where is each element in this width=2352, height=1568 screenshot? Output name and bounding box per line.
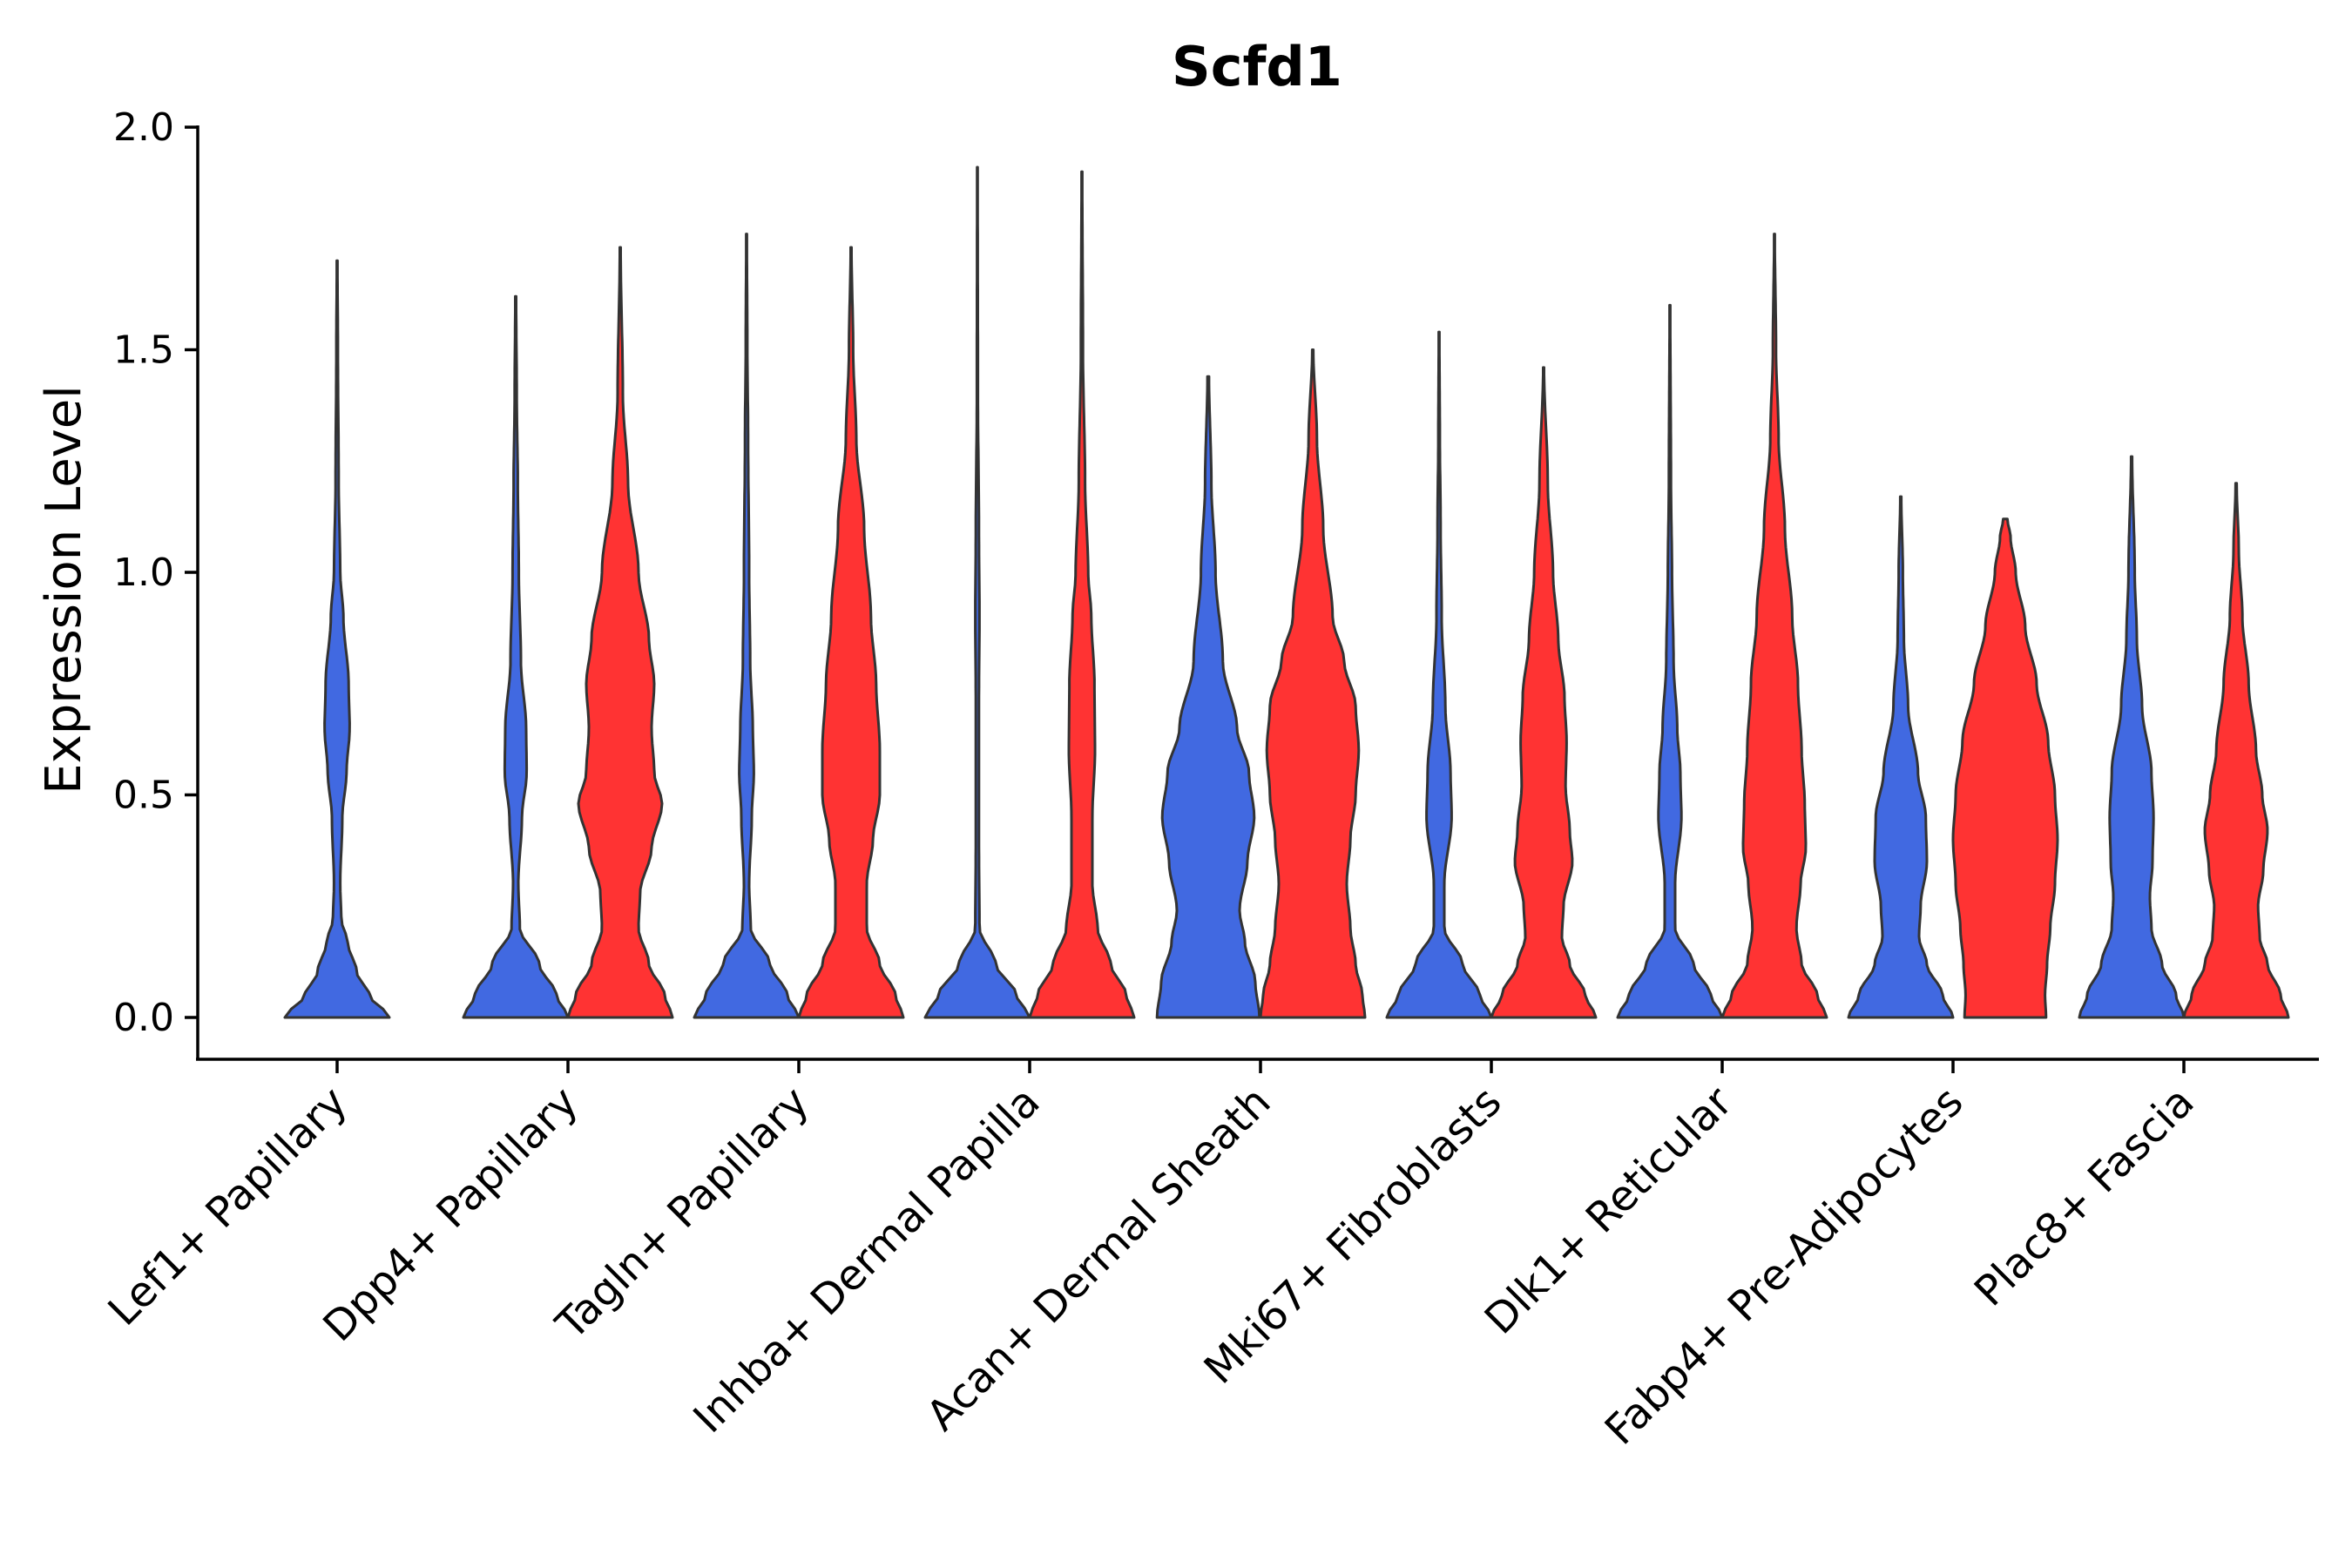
y-ticks: 0.0 0.5 1.0 1.5 2.0 [113, 105, 198, 1040]
y-axis-label: Expression Level [36, 385, 92, 794]
violin-group [283, 166, 2290, 1019]
violin-group1-3 [923, 166, 1031, 1019]
x-tick-label: Dpp4+ Papillary [314, 1078, 587, 1351]
x-tick-label: Lef1+ Papillary [99, 1078, 357, 1335]
violin-group2-3 [1028, 170, 1136, 1019]
x-tick-label: Tagln+ Papillary [546, 1078, 818, 1349]
violin-group2-4 [1259, 348, 1367, 1019]
x-tick-label: Plac8+ Fascia [1965, 1078, 2204, 1316]
y-tick-label: 1.5 [113, 328, 174, 373]
violin-group1-6 [1616, 303, 1724, 1019]
violin-group2-8 [2182, 482, 2290, 1019]
chart-title: Scfd1 [1172, 35, 1342, 98]
y-tick-label: 0.5 [113, 774, 174, 818]
x-tick-label: Dlk1+ Reticular [1476, 1078, 1742, 1344]
violin-group1-2 [693, 233, 801, 1019]
y-tick-label: 2.0 [113, 105, 174, 150]
violin-group1-5 [1385, 330, 1493, 1019]
violin-group1-4 [1155, 375, 1261, 1019]
violin-group2-5 [1490, 366, 1598, 1019]
y-tick-label: 1.0 [113, 551, 174, 595]
violin-group2-1 [566, 246, 674, 1019]
violin-group1-1 [462, 294, 570, 1019]
violin-group1-0 [283, 259, 391, 1019]
violin-group1-8 [2078, 455, 2186, 1019]
violin-group1-7 [1847, 495, 1955, 1019]
y-tick-label: 0.0 [113, 996, 174, 1040]
violin-group2-7 [1951, 517, 2059, 1019]
violin-group2-6 [1720, 233, 1828, 1019]
axes [196, 125, 2319, 1061]
violin-group2-2 [797, 246, 905, 1019]
